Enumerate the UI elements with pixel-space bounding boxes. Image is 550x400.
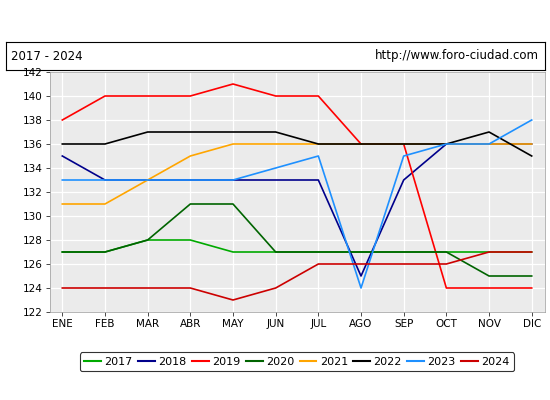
Text: Evolucion num de emigrantes en Piedrahita: Evolucion num de emigrantes en Piedrahit… — [107, 14, 443, 28]
Text: 2017 - 2024: 2017 - 2024 — [11, 50, 82, 62]
Text: http://www.foro-ciudad.com: http://www.foro-ciudad.com — [375, 50, 539, 62]
Legend: 2017, 2018, 2019, 2020, 2021, 2022, 2023, 2024: 2017, 2018, 2019, 2020, 2021, 2022, 2023… — [80, 352, 514, 371]
